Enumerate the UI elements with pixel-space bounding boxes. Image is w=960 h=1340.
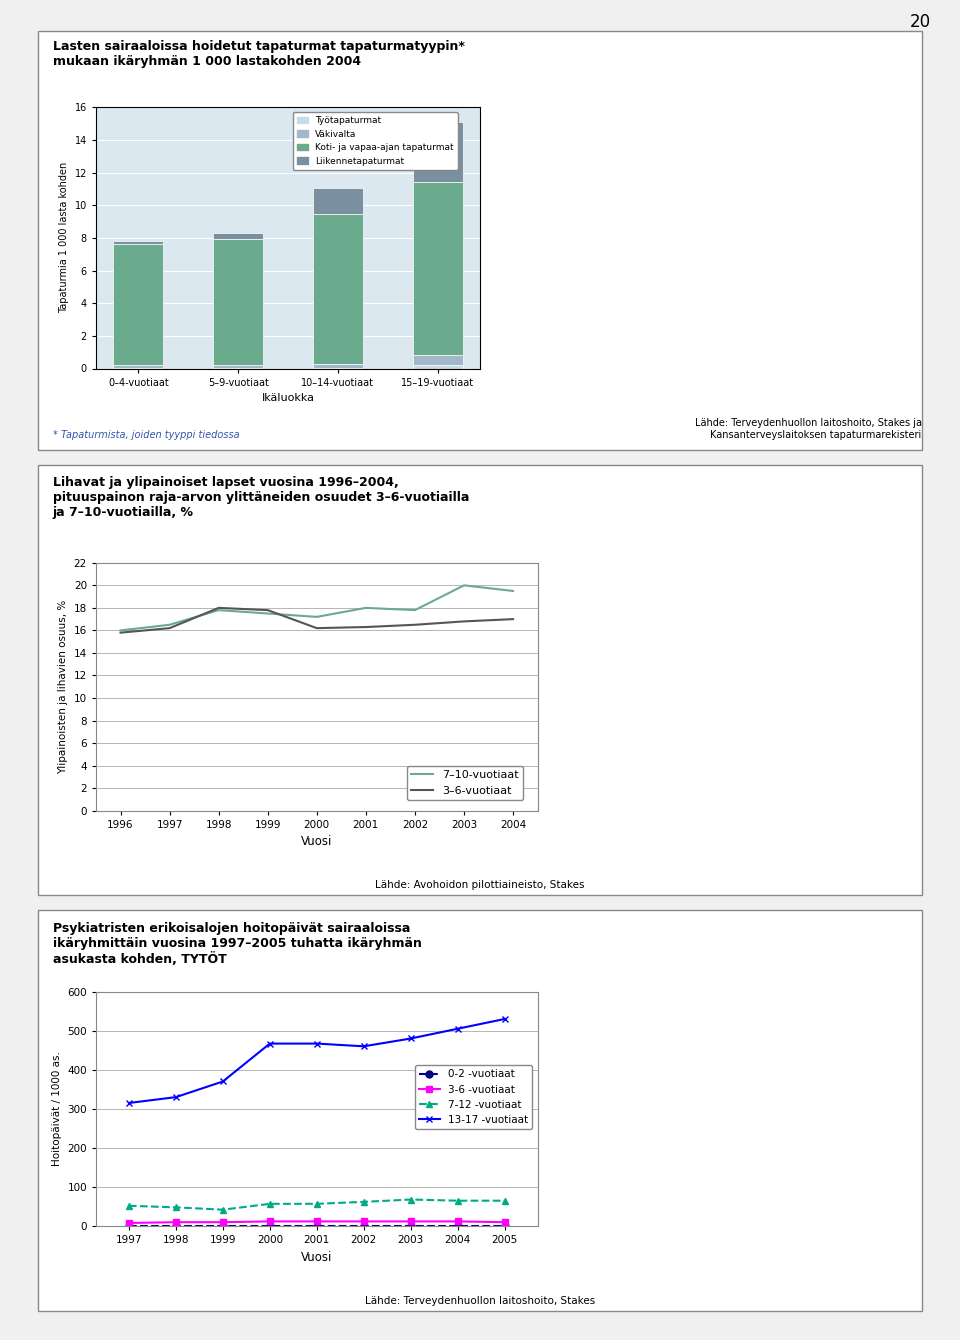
7-12 -vuotiaat: [264, 1195, 276, 1211]
3–6-vuotiaat: [262, 602, 274, 618]
Line: 13-17 -vuotiaat: 13-17 -vuotiaat: [126, 1016, 508, 1107]
3–6-vuotiaat: [458, 614, 469, 630]
0-2 -vuotiaat: [264, 1218, 276, 1234]
3-6 -vuotiaat: [311, 1214, 323, 1230]
7–10-vuotiaat: [507, 583, 518, 599]
7–10-vuotiaat: [311, 608, 323, 624]
Line: 0-2 -vuotiaat: 0-2 -vuotiaat: [126, 1222, 508, 1230]
3–6-vuotiaat: [164, 620, 176, 636]
Y-axis label: Ylipainoisten ja lihavien osuus, %: Ylipainoisten ja lihavien osuus, %: [59, 599, 68, 775]
13-17 -vuotiaat: [311, 1036, 323, 1052]
Bar: [213, 233, 263, 240]
Text: Lihavat ja ylipainoiset lapset vuosina 1996–2004,
pituuspainon raja-arvon ylittä: Lihavat ja ylipainoiset lapset vuosina 1…: [53, 476, 469, 519]
3–6-vuotiaat: [507, 611, 518, 627]
13-17 -vuotiaat: [358, 1038, 370, 1055]
0-2 -vuotiaat: [405, 1218, 417, 1234]
Legend: 0-2 -vuotiaat, 3-6 -vuotiaat, 7-12 -vuotiaat, 13-17 -vuotiaat: 0-2 -vuotiaat, 3-6 -vuotiaat, 7-12 -vuot…: [415, 1065, 533, 1130]
3-6 -vuotiaat: [217, 1214, 228, 1230]
X-axis label: Vuosi: Vuosi: [301, 1250, 332, 1264]
Bar: [413, 366, 463, 369]
Line: 7-12 -vuotiaat: 7-12 -vuotiaat: [126, 1197, 508, 1213]
0-2 -vuotiaat: [358, 1218, 370, 1234]
0-2 -vuotiaat: [452, 1218, 464, 1234]
Text: * Tapaturmista, joiden tyyppi tiedossa: * Tapaturmista, joiden tyyppi tiedossa: [53, 430, 239, 440]
Line: 3–6-vuotiaat: 3–6-vuotiaat: [121, 608, 513, 632]
Text: Lasten sairaaloissa hoidetut tapaturmat tapaturmatyypin*
mukaan ikäryhmän 1 000 : Lasten sairaaloissa hoidetut tapaturmat …: [53, 40, 465, 68]
Bar: [213, 240, 263, 366]
Text: Lähde: Avohoidon pilottiaineisto, Stakes: Lähde: Avohoidon pilottiaineisto, Stakes: [375, 880, 585, 890]
Legend: Työtapaturmat, Väkivalta, Koti- ja vapaa-ajan tapaturmat, Liikennetapaturmat: Työtapaturmat, Väkivalta, Koti- ja vapaa…: [293, 111, 458, 170]
7–10-vuotiaat: [213, 602, 225, 618]
3–6-vuotiaat: [360, 619, 372, 635]
Text: Lähde: Terveydenhuollon laitoshoito, Stakes: Lähde: Terveydenhuollon laitoshoito, Sta…: [365, 1297, 595, 1306]
Legend: 7–10-vuotiaat, 3–6-vuotiaat: 7–10-vuotiaat, 3–6-vuotiaat: [407, 765, 523, 800]
7-12 -vuotiaat: [217, 1202, 228, 1218]
3–6-vuotiaat: [115, 624, 127, 641]
Bar: [413, 182, 463, 355]
7–10-vuotiaat: [409, 602, 420, 618]
Line: 7–10-vuotiaat: 7–10-vuotiaat: [121, 586, 513, 630]
7–10-vuotiaat: [115, 622, 127, 638]
Text: Psykiatristen erikoisalojen hoitopäivät sairaaloissa
ikäryhmittäin vuosina 1997–: Psykiatristen erikoisalojen hoitopäivät …: [53, 922, 421, 966]
Bar: [113, 241, 163, 244]
3–6-vuotiaat: [409, 616, 420, 632]
3–6-vuotiaat: [213, 600, 225, 616]
13-17 -vuotiaat: [452, 1021, 464, 1037]
7-12 -vuotiaat: [499, 1193, 511, 1209]
Bar: [313, 364, 363, 367]
7-12 -vuotiaat: [123, 1198, 134, 1214]
Bar: [113, 244, 163, 366]
0-2 -vuotiaat: [217, 1218, 228, 1234]
3-6 -vuotiaat: [452, 1214, 464, 1230]
X-axis label: Ikäluokka: Ikäluokka: [261, 393, 315, 403]
3-6 -vuotiaat: [499, 1214, 511, 1230]
0-2 -vuotiaat: [311, 1218, 323, 1234]
7–10-vuotiaat: [262, 606, 274, 622]
7–10-vuotiaat: [164, 616, 176, 632]
X-axis label: Vuosi: Vuosi: [301, 835, 332, 848]
Bar: [413, 122, 463, 182]
7–10-vuotiaat: [458, 578, 469, 594]
13-17 -vuotiaat: [499, 1010, 511, 1026]
3-6 -vuotiaat: [358, 1214, 370, 1230]
0-2 -vuotiaat: [123, 1218, 134, 1234]
Bar: [313, 188, 363, 214]
0-2 -vuotiaat: [170, 1218, 181, 1234]
13-17 -vuotiaat: [264, 1036, 276, 1052]
7–10-vuotiaat: [360, 600, 372, 616]
Line: 3-6 -vuotiaat: 3-6 -vuotiaat: [126, 1218, 508, 1226]
7-12 -vuotiaat: [452, 1193, 464, 1209]
13-17 -vuotiaat: [123, 1095, 134, 1111]
7-12 -vuotiaat: [358, 1194, 370, 1210]
Bar: [113, 366, 163, 367]
3-6 -vuotiaat: [405, 1214, 417, 1230]
3-6 -vuotiaat: [170, 1214, 181, 1230]
3-6 -vuotiaat: [264, 1214, 276, 1230]
13-17 -vuotiaat: [405, 1030, 417, 1047]
Text: Lähde: Terveydenhuollon laitoshoito, Stakes ja
Kansanterveyslaitoksen tapaturmar: Lähde: Terveydenhuollon laitoshoito, Sta…: [695, 418, 922, 440]
Bar: [313, 214, 363, 364]
Y-axis label: Hoitopäivät / 1000 as.: Hoitopäivät / 1000 as.: [52, 1052, 61, 1166]
7-12 -vuotiaat: [170, 1199, 181, 1215]
Bar: [413, 355, 463, 366]
7-12 -vuotiaat: [405, 1191, 417, 1207]
3-6 -vuotiaat: [123, 1215, 134, 1231]
Y-axis label: Tapaturmia 1 000 lasta kohden: Tapaturmia 1 000 lasta kohden: [60, 162, 69, 314]
3–6-vuotiaat: [311, 620, 323, 636]
0-2 -vuotiaat: [499, 1218, 511, 1234]
13-17 -vuotiaat: [170, 1089, 181, 1105]
13-17 -vuotiaat: [217, 1073, 228, 1089]
Text: 20: 20: [910, 13, 931, 31]
Bar: [213, 366, 263, 367]
7-12 -vuotiaat: [311, 1195, 323, 1211]
